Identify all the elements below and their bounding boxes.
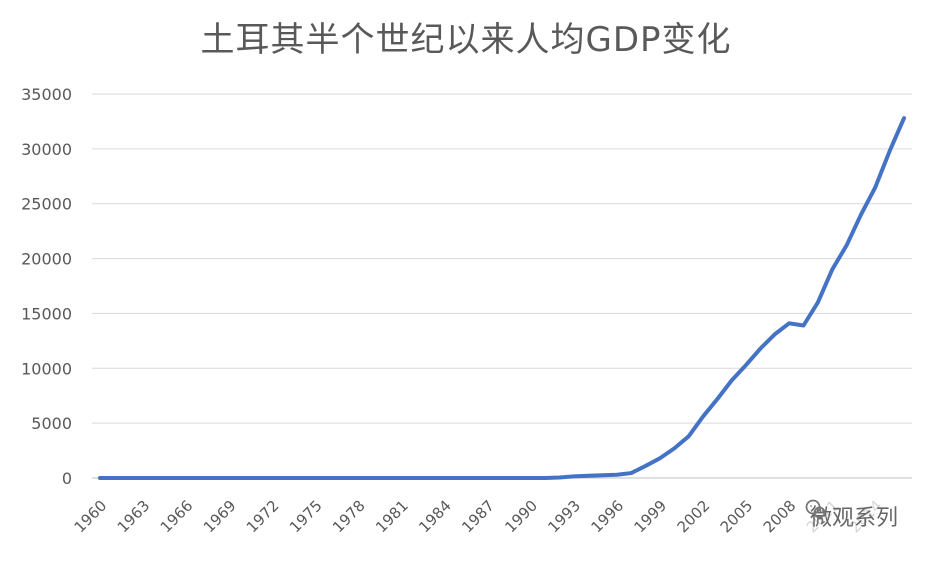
watermark: 微观系列 [803,498,904,534]
x-tick-label: 1960 [71,497,111,537]
x-tick-label: 1966 [157,497,197,537]
x-tick-label: 1996 [587,497,627,537]
x-tick-label: 1984 [415,497,455,537]
x-tick-label: 1981 [372,497,412,537]
x-tick-label: 1990 [501,497,541,537]
series-line [98,116,906,480]
y-tick-label: 10000 [21,359,72,378]
x-tick-label: 1972 [243,497,283,537]
y-tick-label: 25000 [21,195,72,214]
y-tick-label: 0 [62,469,72,488]
x-tick-label: 1975 [286,497,326,537]
x-tick-label: 2002 [674,497,714,537]
x-tick-label: 1999 [631,497,671,537]
y-tick-label: 30000 [21,140,72,159]
y-tick-label: 20000 [21,250,72,269]
x-tick-label: 1963 [114,497,154,537]
chart-title: 土耳其半个世纪以来人均GDP变化 [200,20,732,60]
x-tick-label: 1969 [200,497,240,537]
wechat-icon [805,499,826,519]
y-tick-label: 35000 [21,85,72,104]
x-tick-label: 1978 [329,497,369,537]
x-tick-label: 1993 [544,497,584,537]
x-tick-label: 1987 [458,497,498,537]
y-tick-label: 5000 [31,414,72,433]
x-tick-label: 2008 [760,497,800,537]
x-tick-label: 2005 [717,497,757,537]
y-tick-label: 15000 [21,304,72,323]
